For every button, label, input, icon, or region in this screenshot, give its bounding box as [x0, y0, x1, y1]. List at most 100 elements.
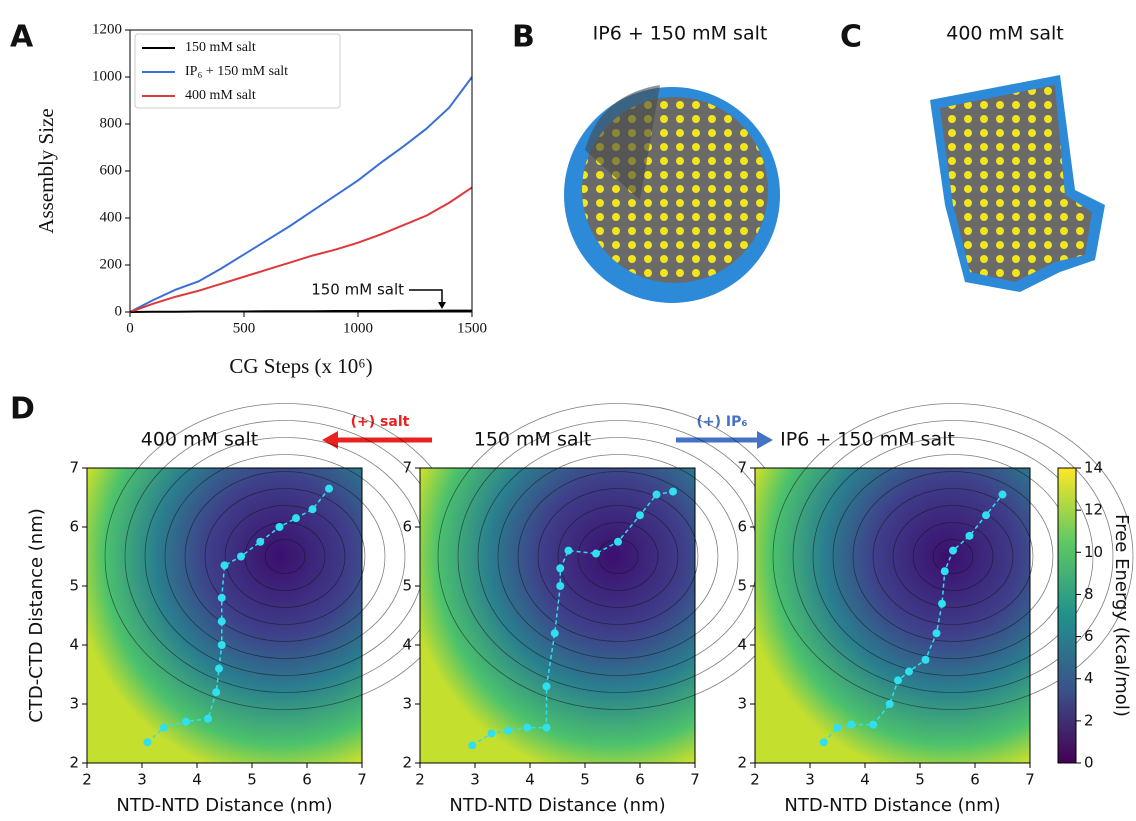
colorbar-tick-label: 8 — [1084, 585, 1094, 603]
path-point — [292, 514, 300, 523]
colorbar-tick-label: 14 — [1084, 459, 1103, 477]
path-point — [652, 490, 661, 499]
panel-label: B — [512, 20, 535, 55]
series-line — [129, 186, 473, 313]
colorbar-tick-label: 10 — [1084, 543, 1103, 561]
y-tick-label: 1200 — [92, 21, 122, 37]
path-point — [275, 523, 284, 531]
x-tick-label: 5 — [915, 771, 925, 789]
path-point — [869, 720, 878, 729]
path-point — [542, 682, 551, 691]
annotation-arrow — [409, 289, 443, 304]
annotation-arrowhead — [438, 302, 446, 309]
chart-title: IP6 + 150 mM salt — [780, 429, 955, 451]
y-tick-label: 5 — [737, 577, 747, 595]
x-tick-label: 3 — [137, 771, 147, 789]
x-tick-label: 1000 — [343, 320, 373, 336]
x-tick-label: 7 — [1025, 771, 1035, 789]
contour — [893, 506, 1013, 608]
x-tick-label: 6 — [970, 771, 980, 789]
x-tick-label: 4 — [192, 771, 202, 789]
arrow — [322, 431, 773, 449]
y-tick-label: 4 — [402, 636, 412, 654]
y-tick-label: 3 — [69, 695, 79, 713]
contour — [913, 523, 993, 591]
path-point — [256, 537, 265, 546]
x-axis-label: NTD-NTD Distance (nm) — [449, 795, 665, 816]
path-point — [182, 717, 190, 726]
path-point — [614, 537, 622, 546]
path-point — [564, 546, 573, 555]
colorbar-tick-label: 0 — [1084, 754, 1094, 772]
x-tick-label: 2 — [82, 771, 92, 789]
path-point — [204, 714, 212, 723]
annotation: 150 mM salt — [311, 281, 404, 299]
x-tick-label: 7 — [690, 771, 700, 789]
path-point — [217, 641, 226, 649]
y-tick-label: 600 — [100, 162, 123, 178]
contour — [578, 523, 658, 591]
contour — [518, 472, 718, 642]
path-point — [940, 567, 949, 576]
path-point — [636, 511, 644, 520]
path-point — [885, 700, 894, 708]
path-point — [143, 738, 152, 747]
path-point — [932, 629, 941, 638]
path-point — [847, 720, 856, 729]
x-tick-label: 2 — [750, 771, 760, 789]
x-tick-label: 3 — [470, 771, 480, 789]
x-axis-label: NTD-NTD Distance (nm) — [784, 795, 1000, 816]
y-tick-label: 4 — [69, 636, 79, 654]
contour — [205, 489, 365, 625]
path-point — [921, 655, 930, 664]
x-tick-label: 1500 — [457, 320, 487, 336]
y-tick-label: 2 — [402, 754, 412, 772]
path-point — [556, 564, 565, 573]
path-point — [504, 726, 512, 735]
path-point — [217, 617, 226, 626]
path-point — [550, 629, 559, 638]
x-tick-label: 4 — [525, 771, 535, 789]
axes-frame — [754, 467, 1031, 764]
path-point — [965, 531, 974, 540]
legend-box — [134, 33, 341, 109]
contour — [853, 472, 1053, 642]
path-point — [894, 676, 902, 685]
y-tick-label: 3 — [737, 695, 747, 713]
path-point — [212, 688, 221, 697]
y-axis-label: Assembly Size — [34, 108, 58, 233]
x-axis-label: CG Steps (x 10⁶) — [229, 354, 372, 378]
path-point — [833, 723, 842, 732]
legend-label: IP₆ + 150 mM salt — [185, 64, 288, 79]
colorbar-tick-label: 12 — [1084, 501, 1103, 519]
y-tick-label: 800 — [100, 115, 123, 131]
arrow-label: (+) salt — [351, 414, 410, 430]
path-point — [592, 549, 600, 558]
image-title: IP6 + 150 mM salt — [593, 23, 768, 45]
colorbar-tick-label: 6 — [1084, 627, 1094, 645]
contour — [185, 472, 385, 642]
y-tick-label: 7 — [402, 459, 412, 477]
contour — [165, 455, 405, 659]
contour — [498, 455, 738, 659]
contour — [265, 540, 305, 574]
path-point — [487, 729, 496, 738]
image-title: 400 mM salt — [946, 23, 1064, 45]
path-point — [949, 546, 957, 555]
panel-label: D — [10, 392, 35, 427]
x-tick-label: 0 — [126, 320, 134, 336]
axes-frame — [86, 467, 363, 764]
y-tick-label: 1000 — [92, 68, 122, 84]
contour — [813, 438, 1093, 676]
contour — [773, 404, 1133, 710]
chart-title: 400 mM salt — [141, 429, 259, 451]
x-tick-label: 7 — [357, 771, 367, 789]
x-tick-label: 3 — [805, 771, 815, 789]
y-tick-label: 3 — [402, 695, 412, 713]
path-point — [819, 738, 828, 747]
capsid-c — [930, 75, 1105, 292]
contour — [538, 489, 698, 625]
path-point — [160, 723, 168, 732]
y-tick-label: 0 — [115, 303, 123, 319]
